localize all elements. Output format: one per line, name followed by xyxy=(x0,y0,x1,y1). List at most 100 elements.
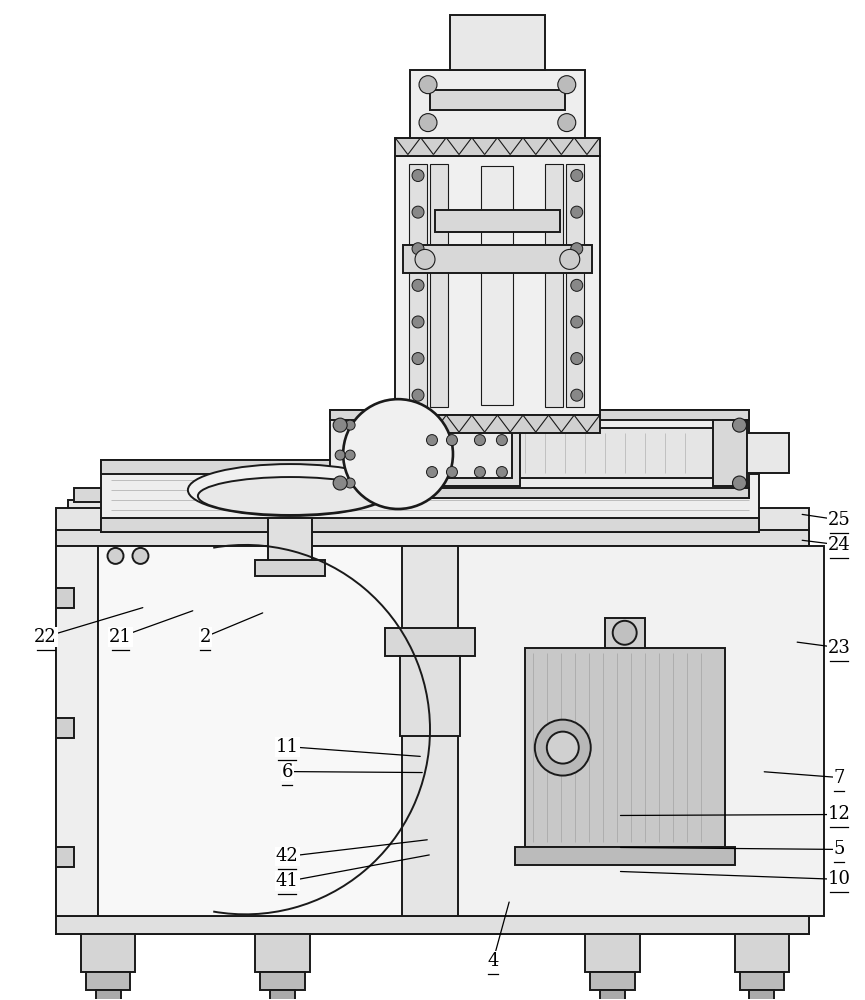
Bar xyxy=(520,428,714,478)
Bar xyxy=(330,410,749,498)
Text: 25: 25 xyxy=(828,511,850,529)
Bar xyxy=(430,90,565,110)
Text: 24: 24 xyxy=(828,536,850,554)
Text: 21: 21 xyxy=(109,628,132,646)
Bar xyxy=(395,156,599,415)
Bar xyxy=(55,847,74,867)
Bar xyxy=(55,508,810,530)
Circle shape xyxy=(335,420,345,430)
Bar xyxy=(713,420,747,486)
Circle shape xyxy=(571,170,583,182)
Text: 10: 10 xyxy=(828,870,851,888)
Circle shape xyxy=(412,279,424,291)
Bar xyxy=(599,990,625,1000)
Circle shape xyxy=(558,76,576,94)
Circle shape xyxy=(497,435,508,446)
Bar xyxy=(450,15,545,70)
Circle shape xyxy=(547,732,579,764)
Text: 12: 12 xyxy=(828,805,851,823)
Circle shape xyxy=(497,467,508,478)
Bar xyxy=(405,568,427,894)
Bar xyxy=(430,568,452,894)
Circle shape xyxy=(419,76,437,94)
Circle shape xyxy=(560,249,580,269)
Circle shape xyxy=(558,114,576,132)
Circle shape xyxy=(345,450,356,460)
Bar xyxy=(400,656,460,736)
Bar xyxy=(55,528,810,934)
Bar xyxy=(385,628,475,656)
Circle shape xyxy=(412,353,424,365)
Circle shape xyxy=(412,389,424,401)
Circle shape xyxy=(571,353,583,365)
Bar xyxy=(100,518,759,532)
Bar xyxy=(734,934,790,972)
Bar xyxy=(481,166,513,405)
Text: 4: 4 xyxy=(487,952,498,970)
Circle shape xyxy=(335,478,345,488)
Circle shape xyxy=(345,420,356,430)
Text: 11: 11 xyxy=(276,738,298,756)
Circle shape xyxy=(412,206,424,218)
Bar xyxy=(67,500,112,528)
Circle shape xyxy=(333,418,347,432)
Circle shape xyxy=(107,548,124,564)
Circle shape xyxy=(571,206,583,218)
Circle shape xyxy=(446,467,458,478)
Bar xyxy=(55,588,74,608)
Bar xyxy=(590,972,635,990)
Circle shape xyxy=(333,476,347,490)
Text: 41: 41 xyxy=(276,872,298,890)
Bar xyxy=(260,972,305,990)
Bar xyxy=(55,546,98,916)
Bar xyxy=(55,528,810,546)
Bar xyxy=(98,546,407,916)
Bar xyxy=(100,460,759,474)
Bar xyxy=(395,138,599,156)
Bar xyxy=(330,410,749,420)
Bar xyxy=(402,398,458,410)
Circle shape xyxy=(412,316,424,328)
Bar xyxy=(740,972,785,990)
Bar xyxy=(395,415,599,433)
Circle shape xyxy=(446,435,458,446)
Bar xyxy=(409,164,427,407)
Text: 2: 2 xyxy=(200,628,211,646)
Circle shape xyxy=(612,621,637,645)
Bar xyxy=(403,245,592,273)
Bar xyxy=(749,990,774,1000)
Bar xyxy=(268,518,312,568)
Bar xyxy=(585,934,639,972)
Circle shape xyxy=(343,399,453,509)
Circle shape xyxy=(415,249,435,269)
Circle shape xyxy=(571,243,583,255)
Circle shape xyxy=(345,478,356,488)
Bar xyxy=(747,433,790,473)
Bar xyxy=(255,560,325,576)
Bar xyxy=(430,164,448,407)
Text: 6: 6 xyxy=(281,763,293,781)
Bar xyxy=(545,164,563,407)
Circle shape xyxy=(132,548,149,564)
Bar xyxy=(428,430,512,478)
Bar xyxy=(55,718,74,738)
Bar xyxy=(767,546,810,916)
Text: 23: 23 xyxy=(828,639,851,657)
Circle shape xyxy=(426,435,438,446)
Text: 42: 42 xyxy=(276,847,298,865)
Circle shape xyxy=(474,435,485,446)
Bar xyxy=(95,990,120,1000)
Bar xyxy=(410,70,585,138)
Circle shape xyxy=(426,467,438,478)
Bar xyxy=(55,916,810,934)
Circle shape xyxy=(571,316,583,328)
Bar xyxy=(605,618,644,648)
Circle shape xyxy=(412,170,424,182)
Text: 7: 7 xyxy=(834,769,845,787)
Circle shape xyxy=(474,467,485,478)
Bar xyxy=(525,648,725,847)
Ellipse shape xyxy=(188,464,393,516)
Text: 22: 22 xyxy=(35,628,57,646)
Bar xyxy=(515,847,734,865)
Ellipse shape xyxy=(198,477,382,515)
